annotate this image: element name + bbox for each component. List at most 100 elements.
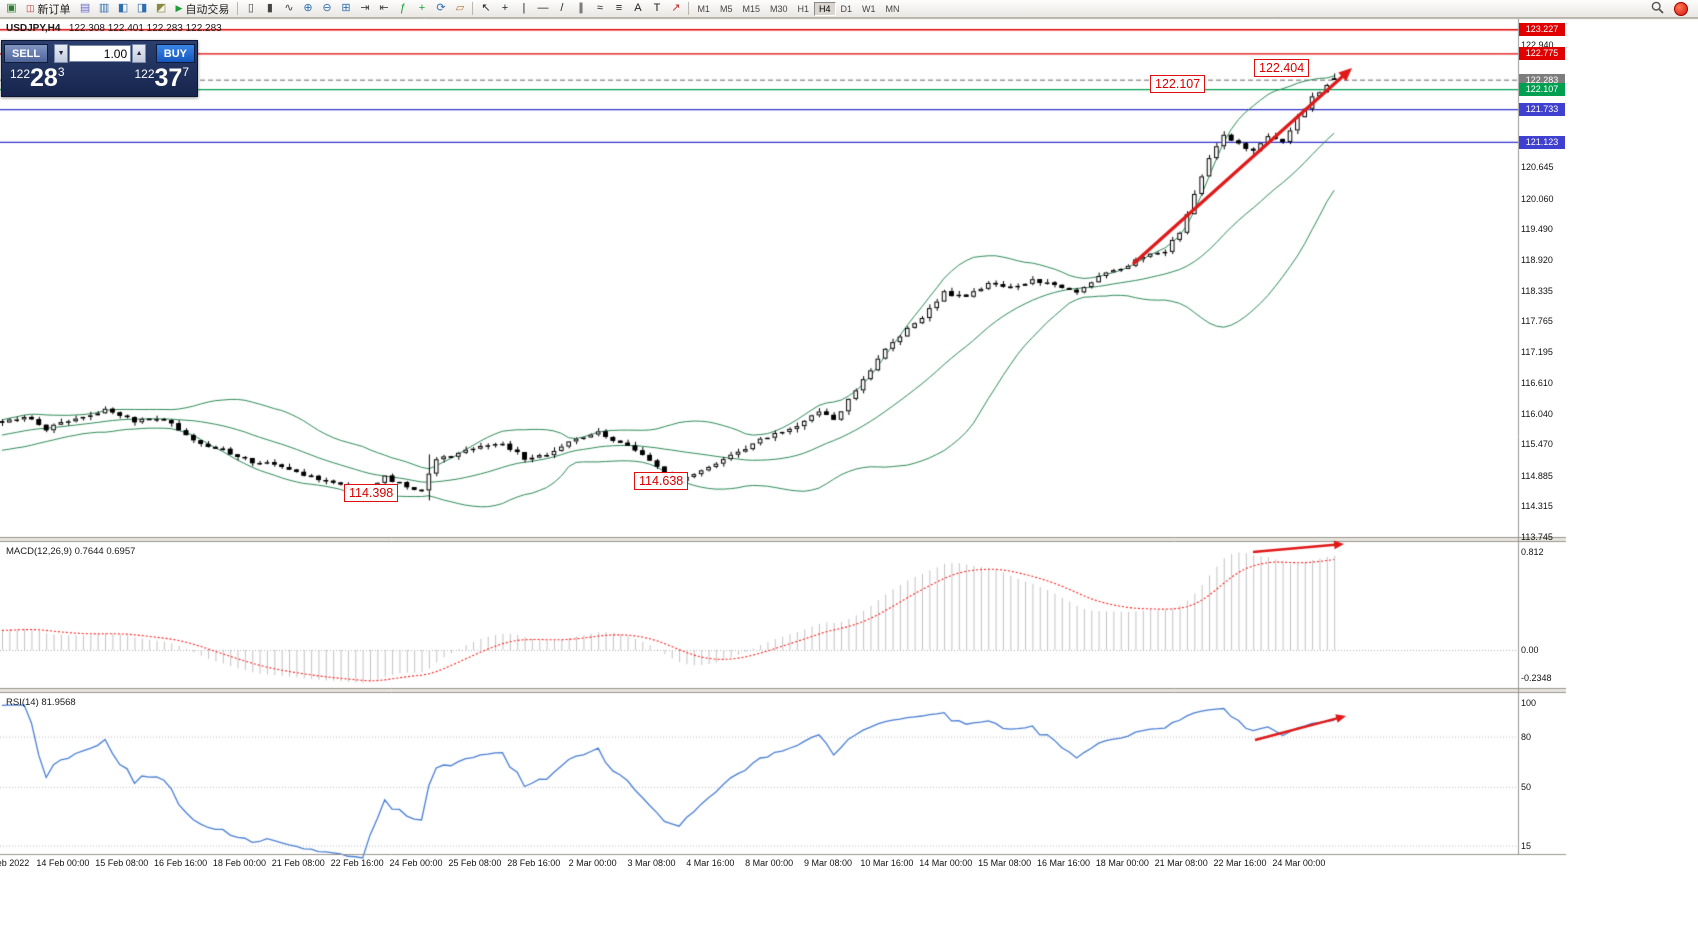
time-axis-label: 22 Feb 16:00 <box>330 858 384 868</box>
label-icon[interactable]: T <box>653 2 661 14</box>
cursor-icon[interactable]: ↖ <box>481 2 491 14</box>
crosshair-icon[interactable]: + <box>501 2 509 14</box>
time-axis-label: 3 Mar 08:00 <box>627 858 676 868</box>
time-axis-label: 9 Mar 08:00 <box>804 858 853 868</box>
templates-icon[interactable]: ▱ <box>455 2 465 14</box>
notification-icon[interactable] <box>1674 1 1688 16</box>
profiles-icon[interactable]: ▤ <box>79 2 91 14</box>
volume-increase-button[interactable]: ▲ <box>132 44 147 63</box>
macd-axis-label: -0.2348 <box>1521 673 1552 684</box>
time-axis-label: 25 Feb 08:00 <box>448 858 502 868</box>
sell-price[interactable]: 122283 <box>10 64 65 92</box>
rsi-axis-label: 80 <box>1521 731 1532 742</box>
new-order-button[interactable]: ◫ 新订单 <box>21 0 76 17</box>
buy-button[interactable]: BUY <box>155 44 195 63</box>
main-toolbar: ▣ ◫ 新订单 ▤ ▥ ◧ ◨ ◩ ▶ 自动交易 ▯ ▮ ∿ ⊕ ⊖ ⊞ ⇥ ⇤ ƒ + ⟳ ▱ ↖ + | — / ∥ ≈ ≡ A T ↗ M1… <box>0 0 1698 18</box>
time-axis-label: 4 Mar 16:00 <box>686 858 735 868</box>
toolbar-button-label: 自动交易 <box>185 3 230 16</box>
timeframe-h1[interactable]: H1 <box>797 3 810 14</box>
volume-decrease-button[interactable]: ▼ <box>54 44 69 63</box>
search-icon[interactable] <box>1648 0 1667 17</box>
market-watch-icon[interactable]: ▥ <box>98 2 110 14</box>
timeframe-mn[interactable]: MN <box>885 3 900 14</box>
price-axis-label: 118.335 <box>1521 285 1553 296</box>
rsi-axis-label: 100 <box>1521 698 1537 709</box>
indicators-icon[interactable]: ƒ <box>399 2 406 14</box>
trendline-icon[interactable]: / <box>560 2 564 14</box>
timeframe-m30[interactable]: M30 <box>769 3 788 14</box>
time-axis-label: 10 Feb 2022 <box>0 858 30 868</box>
add-indicator-icon[interactable]: + <box>418 2 426 14</box>
bar-chart-icon[interactable]: ▯ <box>247 2 254 14</box>
price-axis-label: 114.885 <box>1521 470 1553 481</box>
price-axis-label: 113.745 <box>1521 531 1553 542</box>
time-axis-label: 24 Feb 00:00 <box>389 858 443 868</box>
line-chart-icon[interactable]: ∿ <box>284 2 294 14</box>
time-axis-label: 10 Mar 16:00 <box>860 858 914 868</box>
arrows-tool-icon[interactable]: ↗ <box>671 2 681 14</box>
volume-input[interactable] <box>69 45 132 62</box>
time-axis-label: 21 Feb 08:00 <box>271 858 325 868</box>
volume-control: ▼ ▲ <box>54 44 147 63</box>
time-axis-label: 15 Feb 08:00 <box>95 858 149 868</box>
one-click-trading-panel: SELL ▼ ▲ BUY 122283 122377 <box>1 40 198 97</box>
time-axis-label: 16 Feb 16:00 <box>154 858 208 868</box>
price-annotation[interactable]: 122.404 <box>1254 59 1310 77</box>
price-axis-label: 115.470 <box>1521 439 1553 450</box>
buy-price[interactable]: 122377 <box>134 64 189 92</box>
time-axis-label: 16 Mar 16:00 <box>1036 858 1090 868</box>
period-refresh-icon[interactable]: ⟳ <box>436 2 446 14</box>
price-annotation[interactable]: 122.107 <box>1150 75 1206 93</box>
vertical-line-icon[interactable]: | <box>522 2 526 14</box>
time-axis-label: 14 Mar 00:00 <box>919 858 973 868</box>
price-axis-label: 114.315 <box>1521 501 1553 512</box>
sell-button[interactable]: SELL <box>4 44 49 63</box>
pane-splitter[interactable] <box>0 537 1566 542</box>
zoom-out-icon[interactable]: ⊖ <box>322 2 332 14</box>
timeframe-d1[interactable]: D1 <box>840 3 853 14</box>
time-axis-label: 21 Mar 08:00 <box>1154 858 1208 868</box>
pane-splitter[interactable] <box>0 688 1566 693</box>
channel-icon[interactable]: ∥ <box>578 2 584 14</box>
navigator-icon[interactable]: ◧ <box>117 2 129 14</box>
toolbar-separator <box>237 2 239 15</box>
rsi-axis-label: 50 <box>1521 781 1532 792</box>
rsi-axis-label: 15 <box>1521 840 1532 851</box>
price-axis-label: 120.645 <box>1521 162 1554 173</box>
price-annotation[interactable]: 114.638 <box>634 472 689 490</box>
auto-scroll-icon[interactable]: ⇥ <box>360 2 370 14</box>
price-level-badge: 121.733 <box>1519 103 1565 117</box>
price-axis-label: 116.040 <box>1521 408 1553 419</box>
grid-icon[interactable]: ≡ <box>615 2 623 14</box>
price-axis-label: 117.195 <box>1521 346 1553 357</box>
timeframe-w1[interactable]: W1 <box>862 3 876 14</box>
candlestick-chart-icon[interactable]: ▮ <box>266 2 273 14</box>
new-chart-icon[interactable]: ▣ <box>6 2 17 14</box>
time-axis-label: 24 Mar 00:00 <box>1272 858 1326 868</box>
chart-canvas[interactable] <box>0 18 1698 943</box>
auto-trading-button[interactable]: ▶ 自动交易 <box>171 0 235 17</box>
timeframe-m1[interactable]: M1 <box>697 3 710 14</box>
horizontal-line-icon[interactable]: — <box>537 2 549 14</box>
timeframe-h4[interactable]: H4 <box>814 1 836 16</box>
timeframe-m5[interactable]: M5 <box>719 3 733 14</box>
macd-axis-label: 0.00 <box>1521 645 1539 655</box>
price-level-badge: 121.123 <box>1519 135 1565 149</box>
text-icon[interactable]: A <box>634 2 642 14</box>
strategy-tester-icon[interactable]: ◩ <box>155 2 167 14</box>
zoom-in-icon[interactable]: ⊕ <box>303 2 313 14</box>
terminal-icon[interactable]: ◨ <box>136 2 148 14</box>
time-axis-label: 8 Mar 00:00 <box>745 858 794 868</box>
chart-title: USDJPY,H4 122.308 122.401 122.283 122.28… <box>6 23 222 34</box>
chart-symbol-period: USDJPY,H4 <box>6 23 61 34</box>
chart-shift-icon[interactable]: ⇤ <box>379 2 389 14</box>
price-axis-label: 117.765 <box>1521 316 1553 327</box>
toolbar-button-label: 新订单 <box>37 3 71 16</box>
toolbar-separator <box>688 2 690 15</box>
toolbar-separator <box>472 2 474 15</box>
price-annotation[interactable]: 114.398 <box>344 484 399 502</box>
price-axis-label: 120.060 <box>1521 193 1554 204</box>
tile-windows-icon[interactable]: ⊞ <box>341 2 351 14</box>
fibonacci-icon[interactable]: ≈ <box>596 2 603 14</box>
timeframe-m15[interactable]: M15 <box>742 3 760 14</box>
